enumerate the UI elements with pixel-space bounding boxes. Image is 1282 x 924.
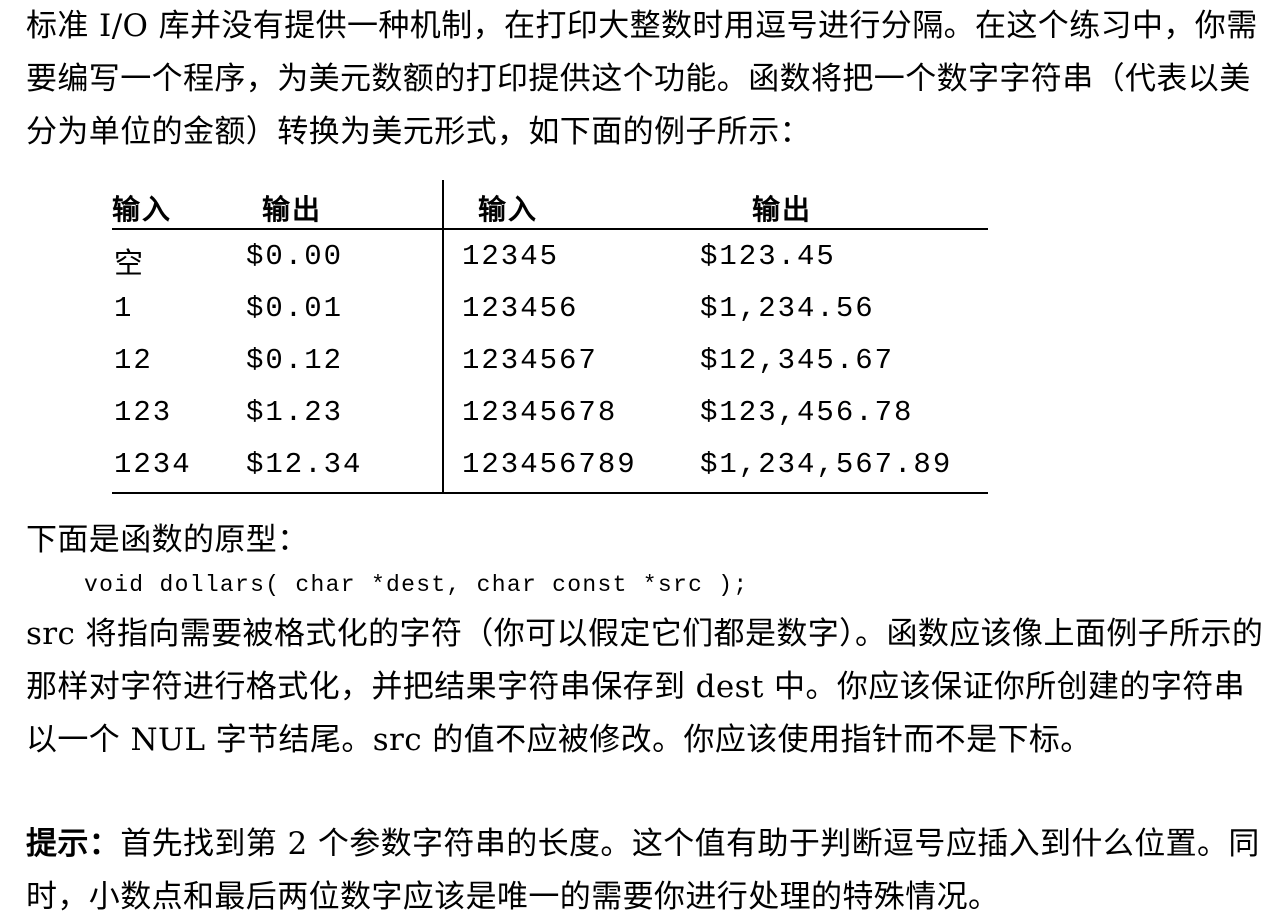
table-cell-output: $123,456.78 <box>700 396 914 429</box>
bottom-rule <box>112 492 988 494</box>
table-cell-input: 123 <box>114 396 173 429</box>
header-input-left: 输入 <box>112 193 173 226</box>
prototype-label: 下面是函数的原型： <box>26 522 309 558</box>
intro-paragraph: 标准 I/O 库并没有提供一种机制，在打印大整数时用逗号进行分隔。在这个练习中，… <box>26 8 1258 150</box>
table-cell-input: 123456 <box>462 292 579 325</box>
hint-label: 提示： <box>26 826 121 862</box>
table-cell-output: $12.34 <box>246 448 363 481</box>
table-cell-input: 1234 <box>114 448 192 481</box>
table-cell-input: 1234567 <box>462 344 598 377</box>
hint-text: 首先找到第 2 个参数字符串的长度。这个值有助于判断逗号应插入到什么位置。同时，… <box>26 826 1260 915</box>
table-cell-input: 空 <box>114 246 144 280</box>
table-cell-output: $1,234.56 <box>700 292 875 325</box>
table-cell-input: 12 <box>114 344 153 377</box>
table-cell-output: $0.12 <box>246 344 344 377</box>
table-cell-output: $1,234,567.89 <box>700 448 953 481</box>
header-output-left: 输出 <box>262 193 323 226</box>
description-paragraph: src 将指向需要被格式化的字符（你可以假定它们都是数字）。函数应该像上面例子所… <box>26 616 1264 758</box>
table-cell-output: $12,345.67 <box>700 344 895 377</box>
table-cell-input: 1 <box>114 292 134 325</box>
table-cell-output: $0.00 <box>246 240 344 273</box>
table-cell-input: 123456789 <box>462 448 637 481</box>
column-divider <box>442 180 444 494</box>
header-input-right: 输入 <box>478 193 539 226</box>
prototype-code: void dollars( char *dest, char const *sr… <box>84 572 749 598</box>
hint-paragraph: 提示：首先找到第 2 个参数字符串的长度。这个值有助于判断逗号应插入到什么位置。… <box>26 818 1276 924</box>
table-cell-output: $123.45 <box>700 240 836 273</box>
table-cell-output: $0.01 <box>246 292 344 325</box>
table-cell-input: 12345 <box>462 240 560 273</box>
header-output-right: 输出 <box>752 193 813 226</box>
table-cell-output: $1.23 <box>246 396 344 429</box>
table-cell-input: 12345678 <box>462 396 618 429</box>
header-rule <box>112 228 988 230</box>
examples-table: 输入 输出 输入 输出 空 $0.00 1 $0.01 12 $0.12 123… <box>112 180 988 496</box>
